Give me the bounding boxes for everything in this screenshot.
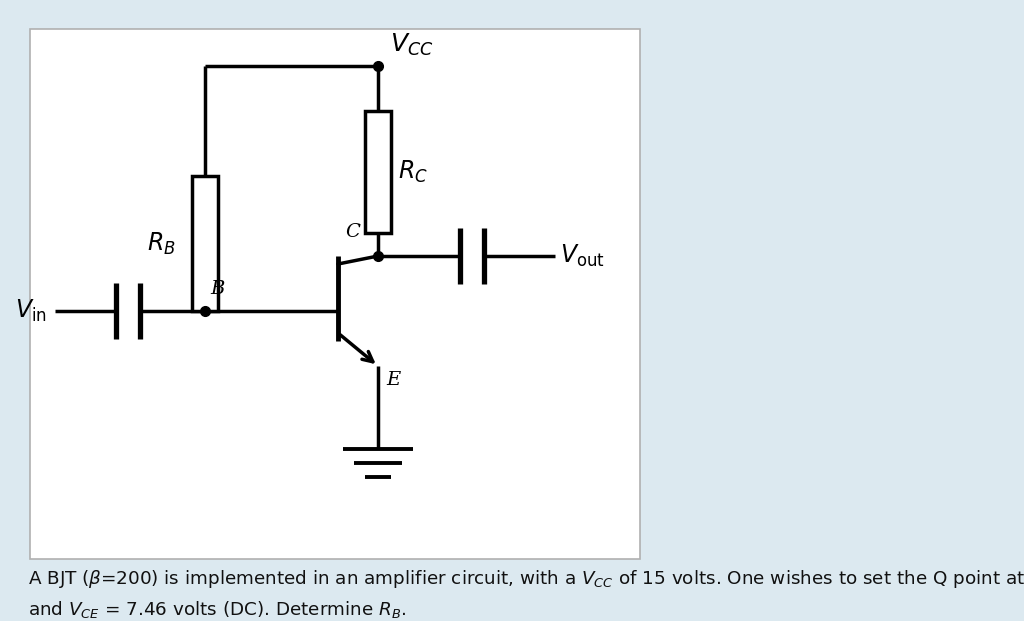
Text: and $V_{CE}$ = 7.46 volts (DC). Determine $R_B$.: and $V_{CE}$ = 7.46 volts (DC). Determin… (28, 599, 407, 620)
FancyBboxPatch shape (365, 111, 391, 233)
Text: E: E (386, 371, 400, 389)
Text: B: B (210, 280, 224, 298)
Text: C: C (345, 223, 360, 241)
FancyBboxPatch shape (30, 29, 640, 559)
Text: $R_B$: $R_B$ (147, 230, 176, 256)
Text: $V_{\rm out}$: $V_{\rm out}$ (560, 243, 605, 269)
FancyBboxPatch shape (193, 176, 218, 311)
Text: $V_{CC}$: $V_{CC}$ (390, 32, 433, 58)
Text: A BJT ($\beta$=200) is implemented in an amplifier circuit, with a $V_{CC}$ of 1: A BJT ($\beta$=200) is implemented in an… (28, 568, 1024, 590)
Text: $V_{\rm in}$: $V_{\rm in}$ (15, 298, 47, 324)
Text: $R_C$: $R_C$ (398, 159, 428, 185)
